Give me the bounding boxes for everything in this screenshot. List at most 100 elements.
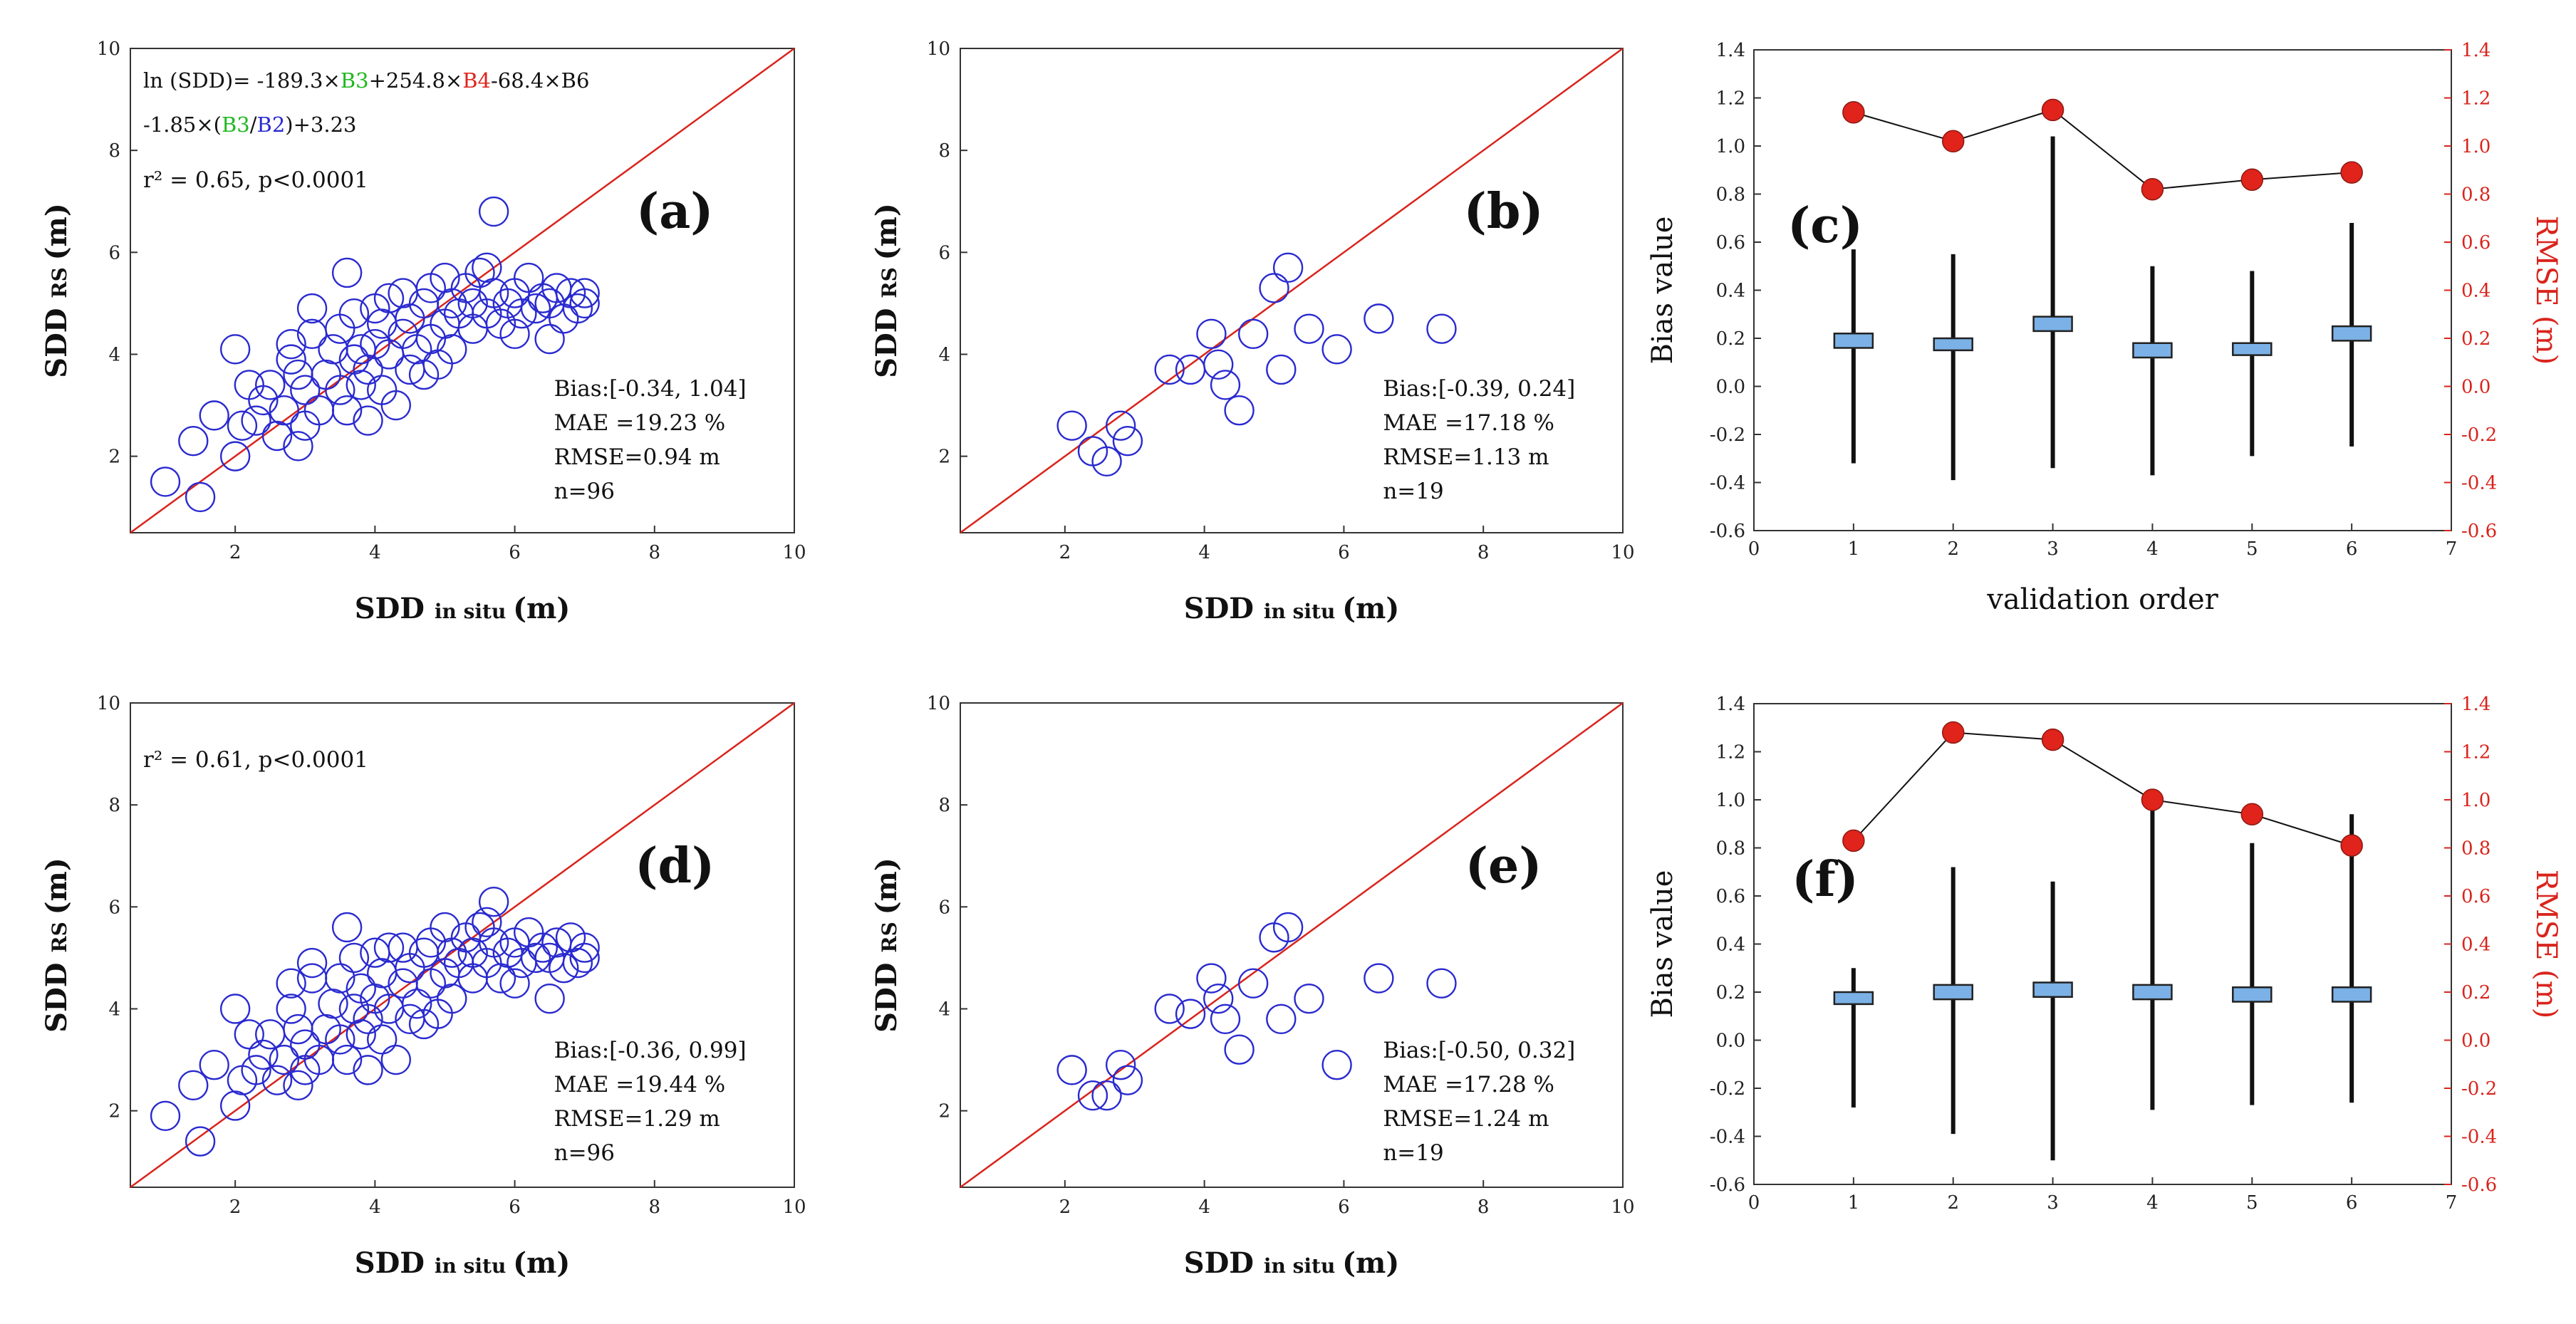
stat-line: Bias:[-0.36, 0.99] xyxy=(554,1038,747,1063)
right-tick-label: 0.8 xyxy=(2461,838,2491,860)
data-point xyxy=(569,942,600,974)
data-point xyxy=(219,1090,251,1121)
right-tick-label: 1.2 xyxy=(2461,742,2491,763)
x-tick-label: 0 xyxy=(1748,538,1760,560)
r-squared-text: r² = 0.61, p<0.0001 xyxy=(143,747,368,773)
bias-box xyxy=(2032,981,2073,998)
x-axis-label: SDD in situ (m) xyxy=(1184,1246,1400,1280)
data-point xyxy=(1426,313,1457,344)
right-tick-label: 1.4 xyxy=(2461,40,2491,61)
y-tick-label: 10 xyxy=(97,38,120,60)
data-point xyxy=(1294,313,1324,344)
panel-label: (e) xyxy=(1465,838,1542,895)
stat-line: MAE =19.44 % xyxy=(554,1072,726,1098)
y-tick-label: 1.2 xyxy=(1716,88,1745,110)
data-point xyxy=(325,1024,355,1055)
x-tick-label: 8 xyxy=(1477,542,1490,563)
data-point xyxy=(346,370,376,400)
panel-c: 0 1 2 3 4 5 6 7 1.4 1.4 1.2 1.2 1.0 1.0 0.8 0.8 0.6 0.6 0.… xyxy=(1646,40,2562,616)
data-point xyxy=(1426,968,1457,999)
x-tick-label: 6 xyxy=(509,542,521,563)
data-point xyxy=(514,262,544,293)
data-point xyxy=(248,385,279,416)
stat-line: Bias:[-0.39, 0.24] xyxy=(1383,376,1575,402)
data-point xyxy=(331,1044,363,1075)
y-tick-label: 0.6 xyxy=(1716,232,1745,254)
data-point xyxy=(472,907,502,937)
data-point xyxy=(464,257,495,288)
bias-box xyxy=(1833,991,1874,1006)
data-point xyxy=(1364,963,1394,994)
rmse-point xyxy=(1842,101,1865,124)
y-tick-label: 1.2 xyxy=(1716,742,1745,763)
data-point xyxy=(1272,252,1304,283)
plot-frame xyxy=(960,48,1624,533)
x-tick-label: 7 xyxy=(2446,538,2458,560)
data-point xyxy=(283,1013,313,1045)
right-tick-label: 0.6 xyxy=(2461,886,2491,907)
y-tick-label: 2 xyxy=(938,447,950,468)
y-axis-label: SDD RS (m) xyxy=(40,203,73,378)
data-point xyxy=(430,262,460,293)
right-axis-label: RMSE (m) xyxy=(2530,216,2562,365)
data-point xyxy=(1105,1050,1136,1080)
right-tick-label: 0.0 xyxy=(2461,1031,2491,1052)
data-point xyxy=(380,1044,411,1075)
plot-frame xyxy=(130,702,795,1188)
x-tick-label: 4 xyxy=(1198,1197,1210,1218)
stat-line: Bias:[-0.50, 0.32] xyxy=(1383,1038,1575,1063)
data-point xyxy=(437,983,467,1014)
r-squared-text: r² = 0.65, p<0.0001 xyxy=(143,167,368,193)
data-point xyxy=(527,932,559,963)
rmse-point xyxy=(2240,168,2264,191)
data-point xyxy=(1196,963,1227,994)
x-tick-label: 6 xyxy=(2346,538,2358,560)
data-point xyxy=(569,288,600,319)
plot-frame xyxy=(130,48,795,533)
data-point xyxy=(290,375,321,405)
data-point xyxy=(507,298,537,329)
x-tick-label: 2 xyxy=(1947,538,1959,560)
x-tick-label: 1 xyxy=(1848,1192,1860,1214)
x-tick-label: 5 xyxy=(2246,538,2258,560)
data-point xyxy=(1266,354,1297,385)
data-point xyxy=(150,1100,181,1131)
panel-e: 2 4 6 8 10 2 4 6 8 10 SDD in situ (m) SDD RS (m) (e)… xyxy=(870,693,1635,1280)
data-point xyxy=(1259,273,1289,303)
y-tick-label: 10 xyxy=(927,38,950,60)
stat-line: RMSE=1.24 m xyxy=(1383,1106,1549,1132)
y-tick-label: 2 xyxy=(108,447,120,468)
data-point xyxy=(338,942,370,974)
data-point xyxy=(472,252,502,283)
data-point xyxy=(150,466,181,497)
panel-a: 2 4 6 8 10 2 4 6 8 10 SDD in situ (m) SDD RS (m) (a)… xyxy=(40,38,806,625)
data-point xyxy=(276,344,306,375)
data-point xyxy=(1321,1050,1352,1080)
data-point xyxy=(325,375,355,405)
data-point xyxy=(296,293,328,324)
data-point xyxy=(1091,1080,1122,1111)
y-tick-label: 6 xyxy=(108,897,120,918)
data-point xyxy=(346,1019,376,1050)
y-axis-label: SDD RS (m) xyxy=(870,203,903,378)
data-point xyxy=(261,1065,293,1095)
data-point xyxy=(437,334,467,365)
data-point xyxy=(520,942,551,974)
rmse-point xyxy=(1842,829,1865,853)
data-point xyxy=(353,354,383,385)
y-tick-label: 0.8 xyxy=(1716,184,1745,206)
right-tick-label: 0.2 xyxy=(2461,328,2491,350)
stat-line: Bias:[-0.34, 1.04] xyxy=(554,376,747,402)
data-point xyxy=(1154,994,1185,1024)
data-point xyxy=(199,400,229,431)
data-point xyxy=(380,390,411,421)
data-point xyxy=(1112,425,1143,457)
y-tick-label: 4 xyxy=(108,344,120,365)
data-point xyxy=(241,1055,271,1085)
rmse-point xyxy=(1941,130,1965,152)
data-point xyxy=(1077,1080,1108,1111)
y-tick-label: 4 xyxy=(108,999,120,1020)
panel-label: (f) xyxy=(1792,851,1859,908)
stat-line: n=96 xyxy=(554,479,615,504)
x-tick-label: 7 xyxy=(2446,1192,2458,1214)
